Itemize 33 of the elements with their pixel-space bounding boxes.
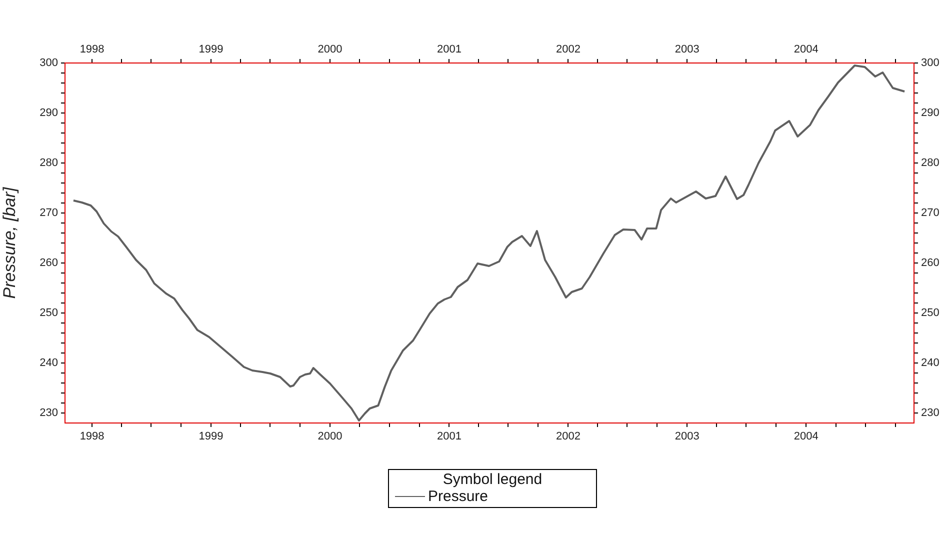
x2-tick-label: 2003 — [674, 430, 700, 443]
x-tick-label: 2001 — [437, 43, 462, 56]
x2-tick-label: 1998 — [80, 430, 104, 443]
y2-tick-label: 230 — [921, 407, 940, 420]
x2-tick-label: 2001 — [437, 430, 462, 443]
x-tick-label: 1999 — [198, 43, 224, 56]
y2-tick-label: 260 — [921, 257, 940, 270]
y2-tick-label: 300 — [921, 57, 940, 70]
x-tick-label: 2003 — [674, 43, 700, 56]
x-tick-label: 1998 — [80, 43, 104, 56]
y-tick-label: 230 — [40, 407, 58, 420]
x-tick-label: 2000 — [318, 43, 342, 56]
y-tick-label: 250 — [40, 307, 58, 320]
x-tick-label: 2004 — [794, 43, 818, 56]
x2-tick-label: 1999 — [198, 430, 224, 443]
y2-tick-label: 280 — [921, 157, 940, 170]
y2-tick-label: 240 — [921, 357, 940, 370]
y-axis-title: Pressure, [bar] — [0, 186, 19, 299]
y-tick-label: 280 — [40, 157, 58, 170]
y2-tick-label: 250 — [921, 307, 940, 320]
y2-tick-label: 290 — [921, 107, 940, 120]
y-tick-label: 240 — [40, 357, 58, 370]
y-tick-label: 260 — [40, 257, 58, 270]
y-tick-label: 300 — [40, 57, 58, 70]
y-tick-label: 270 — [40, 207, 58, 220]
y2-tick-label: 270 — [921, 207, 940, 220]
x-tick-label: 2002 — [556, 43, 580, 56]
legend-label: Pressure — [428, 488, 488, 505]
legend-title: Symbol legend — [442, 471, 544, 488]
x2-tick-label: 2002 — [556, 430, 580, 443]
x2-tick-label: 2000 — [318, 430, 342, 443]
y-tick-label: 290 — [40, 107, 58, 120]
x2-tick-label: 2004 — [794, 430, 818, 443]
